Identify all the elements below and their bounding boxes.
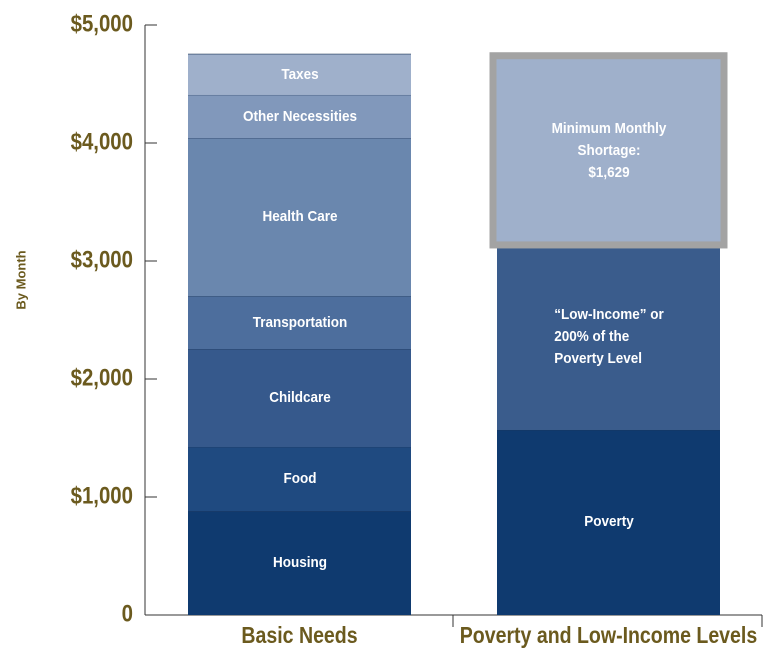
segment-label: Transportation (252, 313, 347, 331)
bar-segment (188, 138, 411, 297)
y-tick-label: 0 (122, 600, 133, 627)
x-tick-label: Poverty and Low-Income Levels (460, 623, 757, 649)
bar-segment (188, 54, 411, 95)
y-tick-label: $2,000 (71, 364, 133, 391)
bar-segment (497, 244, 720, 430)
segment-label: Minimum Monthly Shortage: $1,629 (551, 119, 666, 181)
segment-label: Taxes (280, 65, 319, 83)
bar-segment (188, 296, 411, 350)
y-tick-label: $3,000 (71, 246, 133, 273)
y-tick-label: $4,000 (71, 128, 133, 155)
segment-label: Other Necessities (242, 107, 357, 125)
segment-label: “Low-Income” or 200% of the Poverty Leve… (553, 306, 664, 368)
bar-segment (188, 511, 411, 615)
y-axis-label: By Month (13, 250, 28, 309)
segment-label: Housing (272, 554, 327, 572)
y-tick-label: $1,000 (71, 482, 133, 509)
segment-label: Childcare (268, 388, 331, 406)
y-tick-label: $5,000 (71, 10, 133, 37)
segment-label: Food (283, 470, 316, 488)
bar-segment (497, 429, 720, 615)
bar-segment (188, 446, 411, 512)
bar-segment (188, 349, 411, 447)
x-tick-label: Basic Needs (241, 623, 357, 649)
segment-label: Health Care (261, 208, 338, 226)
bar-segment (489, 52, 728, 249)
segment-label: Poverty (583, 513, 634, 531)
bar-segment (188, 94, 411, 139)
